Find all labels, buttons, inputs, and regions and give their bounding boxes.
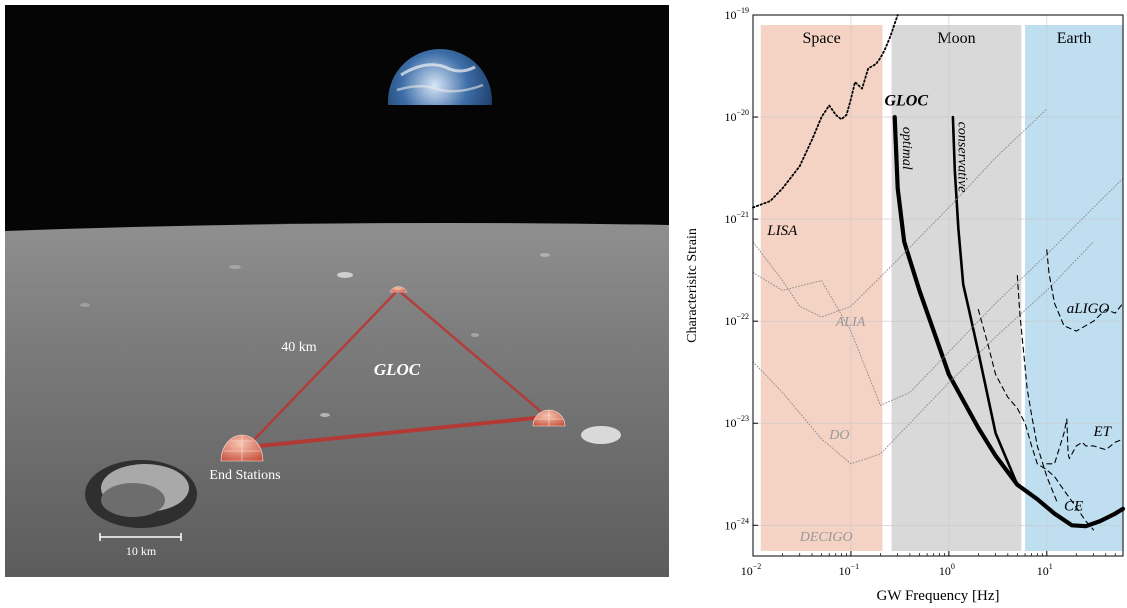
y-tick-label: 10−23	[724, 414, 749, 430]
annotation-conservative: conservative	[954, 122, 969, 193]
y-tick-label: 10−22	[724, 312, 749, 328]
band-label-moon: Moon	[937, 30, 975, 47]
end-station-right	[532, 409, 566, 427]
series-lisa	[752, 14, 899, 209]
series-lines	[752, 14, 1126, 531]
x-tick-label: 101	[1037, 562, 1053, 578]
y-tick-label: 10−24	[724, 516, 749, 532]
series-do	[752, 241, 1094, 465]
crater-small	[337, 272, 353, 278]
annotation-aligo: aLIGO	[1067, 301, 1110, 317]
series-gloc-conservative	[951, 115, 1019, 487]
annotations: GLOC optimal conservative LISA ALIA DO DECIGO a…	[766, 92, 1112, 545]
series-ce	[977, 308, 1095, 531]
chart-svg: Space Moon Earth 10−2 10−1 100 10110−2410−231…	[685, 6, 1126, 604]
x-tick-label: 10−2	[741, 562, 762, 578]
band-space	[760, 25, 883, 551]
crater-small	[229, 265, 241, 269]
scale-bar	[99, 533, 182, 541]
x-tick-label: 10−1	[839, 562, 860, 578]
frequency-bands: Space Moon Earth	[760, 25, 1123, 551]
annotation-do: DO	[828, 428, 849, 443]
y-axis-label: Characterisitc Strain	[685, 228, 700, 343]
crater-small	[471, 333, 479, 337]
y-tick-label: 10−21	[724, 210, 749, 226]
series-moon-dashed	[1016, 274, 1059, 505]
annotation-lisa: LISA	[766, 223, 798, 239]
annotation-alia: ALIA	[835, 315, 866, 330]
series-decigo	[752, 178, 1124, 406]
annotation-gloc: GLOC	[884, 92, 928, 109]
end-stations-label: End Stations	[209, 468, 280, 483]
series-alia	[752, 108, 1048, 318]
crater-small	[581, 426, 621, 444]
sensitivity-chart: Space Moon Earth 10−2 10−1 100 101 10−24 10−23 1…	[680, 0, 1127, 608]
plot-frame	[752, 14, 1124, 557]
y-tick-label: 10−19	[724, 6, 749, 22]
end-station-top	[389, 286, 408, 293]
lunar-surface	[5, 223, 669, 577]
series-et	[1046, 418, 1124, 465]
series-aligo	[1046, 249, 1124, 332]
band-label-earth: Earth	[1057, 30, 1092, 47]
scale-bar-label: 10 km	[126, 544, 157, 558]
annotation-ce: CE	[1064, 498, 1083, 514]
y-tick-label: 10−20	[724, 108, 749, 124]
lunar-illustration: GLOC 40 km End Stations 10 km	[5, 5, 669, 577]
crater-small	[80, 303, 90, 307]
annotation-optimal: optimal	[899, 127, 914, 170]
triangle-label: GLOC	[374, 360, 421, 379]
x-tick-label: 100	[939, 562, 955, 578]
side-length-label: 40 km	[281, 340, 317, 355]
annotation-decigo: DECIGO	[799, 530, 853, 545]
crater-small	[320, 413, 330, 417]
series-gloc-optimal	[892, 114, 1126, 529]
axis-ticks: 10−2 10−1 100 101 10−24 10−23 10−22 10−21 10−20 1…	[724, 6, 1124, 578]
earth-image	[388, 49, 492, 105]
band-label-space: Space	[803, 30, 841, 47]
band-earth	[1025, 25, 1123, 551]
x-axis-label: GW Frequency [Hz]	[876, 588, 999, 604]
gloc-triangle	[248, 289, 546, 449]
crater-small	[540, 253, 550, 257]
end-station-left	[220, 434, 264, 462]
annotation-et: ET	[1093, 424, 1113, 440]
crater-large	[85, 460, 197, 528]
